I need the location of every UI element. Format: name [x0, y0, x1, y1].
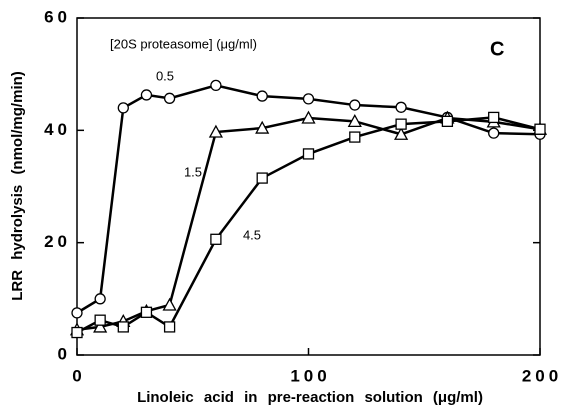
series-label: 4.5: [243, 227, 261, 242]
marker: [256, 172, 268, 184]
marker: [441, 115, 454, 127]
marker: [210, 233, 222, 245]
marker: [140, 306, 153, 318]
marker: [163, 92, 176, 104]
marker: [117, 321, 129, 333]
marker: [163, 321, 176, 333]
y-axis-label: LRR hydrolysis (nmol/mg/min): [9, 71, 26, 301]
x-tick-label: 200: [522, 366, 561, 385]
marker: [395, 101, 407, 113]
marker: [256, 90, 268, 102]
marker: [94, 314, 106, 326]
marker: [488, 111, 500, 124]
series-label: 1.5: [184, 164, 202, 179]
marker: [94, 293, 106, 305]
marker: [210, 79, 222, 92]
marker: [534, 123, 546, 135]
marker: [301, 110, 316, 124]
marker: [347, 113, 362, 127]
marker: [302, 93, 315, 105]
marker: [208, 124, 223, 138]
y-tick-label: 0: [58, 344, 71, 363]
marker: [349, 99, 361, 111]
marker: [117, 102, 129, 114]
y-tick-label: 20: [44, 232, 71, 251]
marker: [71, 326, 83, 339]
marker: [395, 118, 407, 130]
marker: [140, 89, 153, 101]
marker: [394, 126, 409, 140]
y-tick-label: 60: [44, 7, 71, 26]
legend-title: [20S proteasome] (μg/ml): [110, 36, 257, 51]
marker: [255, 120, 270, 134]
marker: [162, 297, 177, 311]
marker: [349, 131, 361, 143]
marker: [302, 148, 315, 160]
marker: [488, 127, 500, 139]
marker: [93, 319, 108, 333]
series-label: 0.5: [156, 68, 174, 83]
x-axis-label: Linoleic acid in pre-reaction solution (…: [137, 389, 483, 406]
y-tick-label: 40: [44, 120, 71, 139]
x-tick-label: 0: [72, 366, 85, 385]
panel-letter: C: [490, 38, 504, 60]
x-tick-label: 100: [290, 366, 330, 385]
marker: [71, 307, 83, 319]
